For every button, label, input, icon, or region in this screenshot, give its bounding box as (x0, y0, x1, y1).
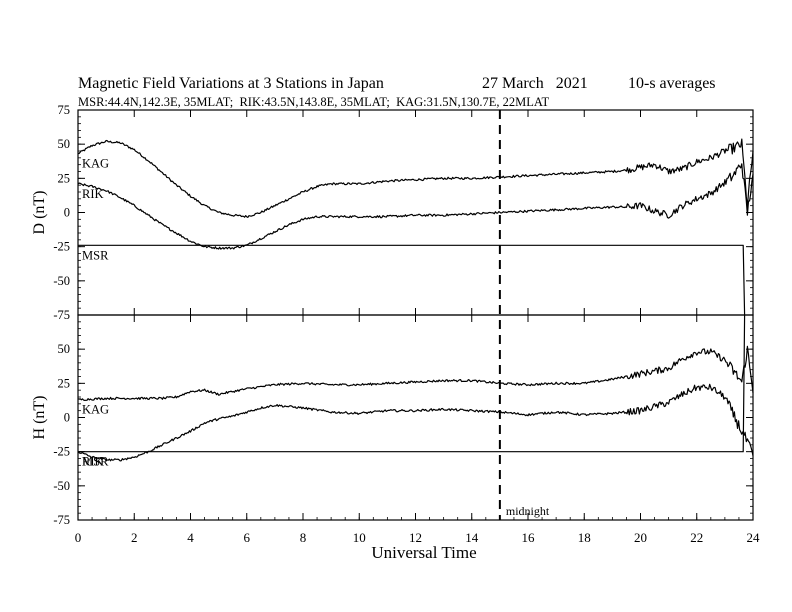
station-subtitle: MSR:44.4N,142.3E, 35MLAT; RIK:43.5N,143.… (78, 95, 550, 109)
y-tick-label: -50 (53, 274, 70, 288)
series-kag (77, 345, 754, 401)
series-msr (78, 314, 746, 453)
panel-d: 75 50 25 0 -25 -50 -75 D (nT) KAG RIK MSR (31, 103, 754, 322)
x-tick-label: 18 (578, 530, 591, 545)
x-tick-label: 0 (75, 530, 82, 545)
y-tick-label: 50 (58, 137, 71, 151)
series-label-rik: RIK (82, 187, 104, 201)
series-label-kag: KAG (82, 403, 109, 417)
y-tick-label: 0 (64, 206, 70, 220)
series-label-msr: MSR (82, 248, 109, 262)
y-tick-label: 25 (58, 171, 71, 185)
y-tick-label: 75 (58, 103, 71, 117)
y-tick-label: -50 (53, 479, 70, 493)
x-axis-label: Universal Time (371, 543, 476, 562)
y-tick-label: -75 (53, 513, 70, 527)
x-tick-label: 2 (131, 530, 138, 545)
y-tick-label: -25 (53, 240, 70, 254)
x-tick-label: 8 (300, 530, 307, 545)
panel-frame (77, 314, 754, 521)
x-tick-label: 10 (353, 530, 366, 545)
x-tick-label: 6 (244, 530, 251, 545)
x-tick-label: 20 (634, 530, 647, 545)
x-tick-label: 12 (409, 530, 422, 545)
y-axis-label: D (nT) (31, 191, 48, 235)
y-tick-label: 0 (64, 411, 70, 425)
x-tick-label: 14 (465, 530, 479, 545)
series-rik (77, 383, 754, 462)
series-kag (77, 138, 754, 218)
series-rik (77, 163, 754, 250)
x-tick-label: 22 (690, 530, 703, 545)
y-tick-label: -25 (53, 445, 70, 459)
series-label-kag: KAG (82, 157, 109, 171)
y-tick-label: -75 (53, 308, 70, 322)
series-msr (78, 244, 746, 316)
series-label-rik: RIK (82, 455, 104, 469)
x-tick-label: 16 (522, 530, 536, 545)
chart-date: 27 March 2021 (482, 75, 588, 92)
series-label-msr: MSR (82, 455, 109, 469)
y-tick-label: 50 (58, 342, 71, 356)
midnight-marker-label: midnight (506, 504, 550, 518)
y-axis-label: H (nT) (31, 396, 48, 440)
chart-title: Magnetic Field Variations at 3 Stations … (78, 75, 384, 92)
x-tick-label: 24 (747, 530, 761, 545)
y-tick-label: 25 (58, 376, 71, 390)
averaging-label: 10-s averages (628, 75, 716, 92)
x-tick-label: 4 (187, 530, 194, 545)
